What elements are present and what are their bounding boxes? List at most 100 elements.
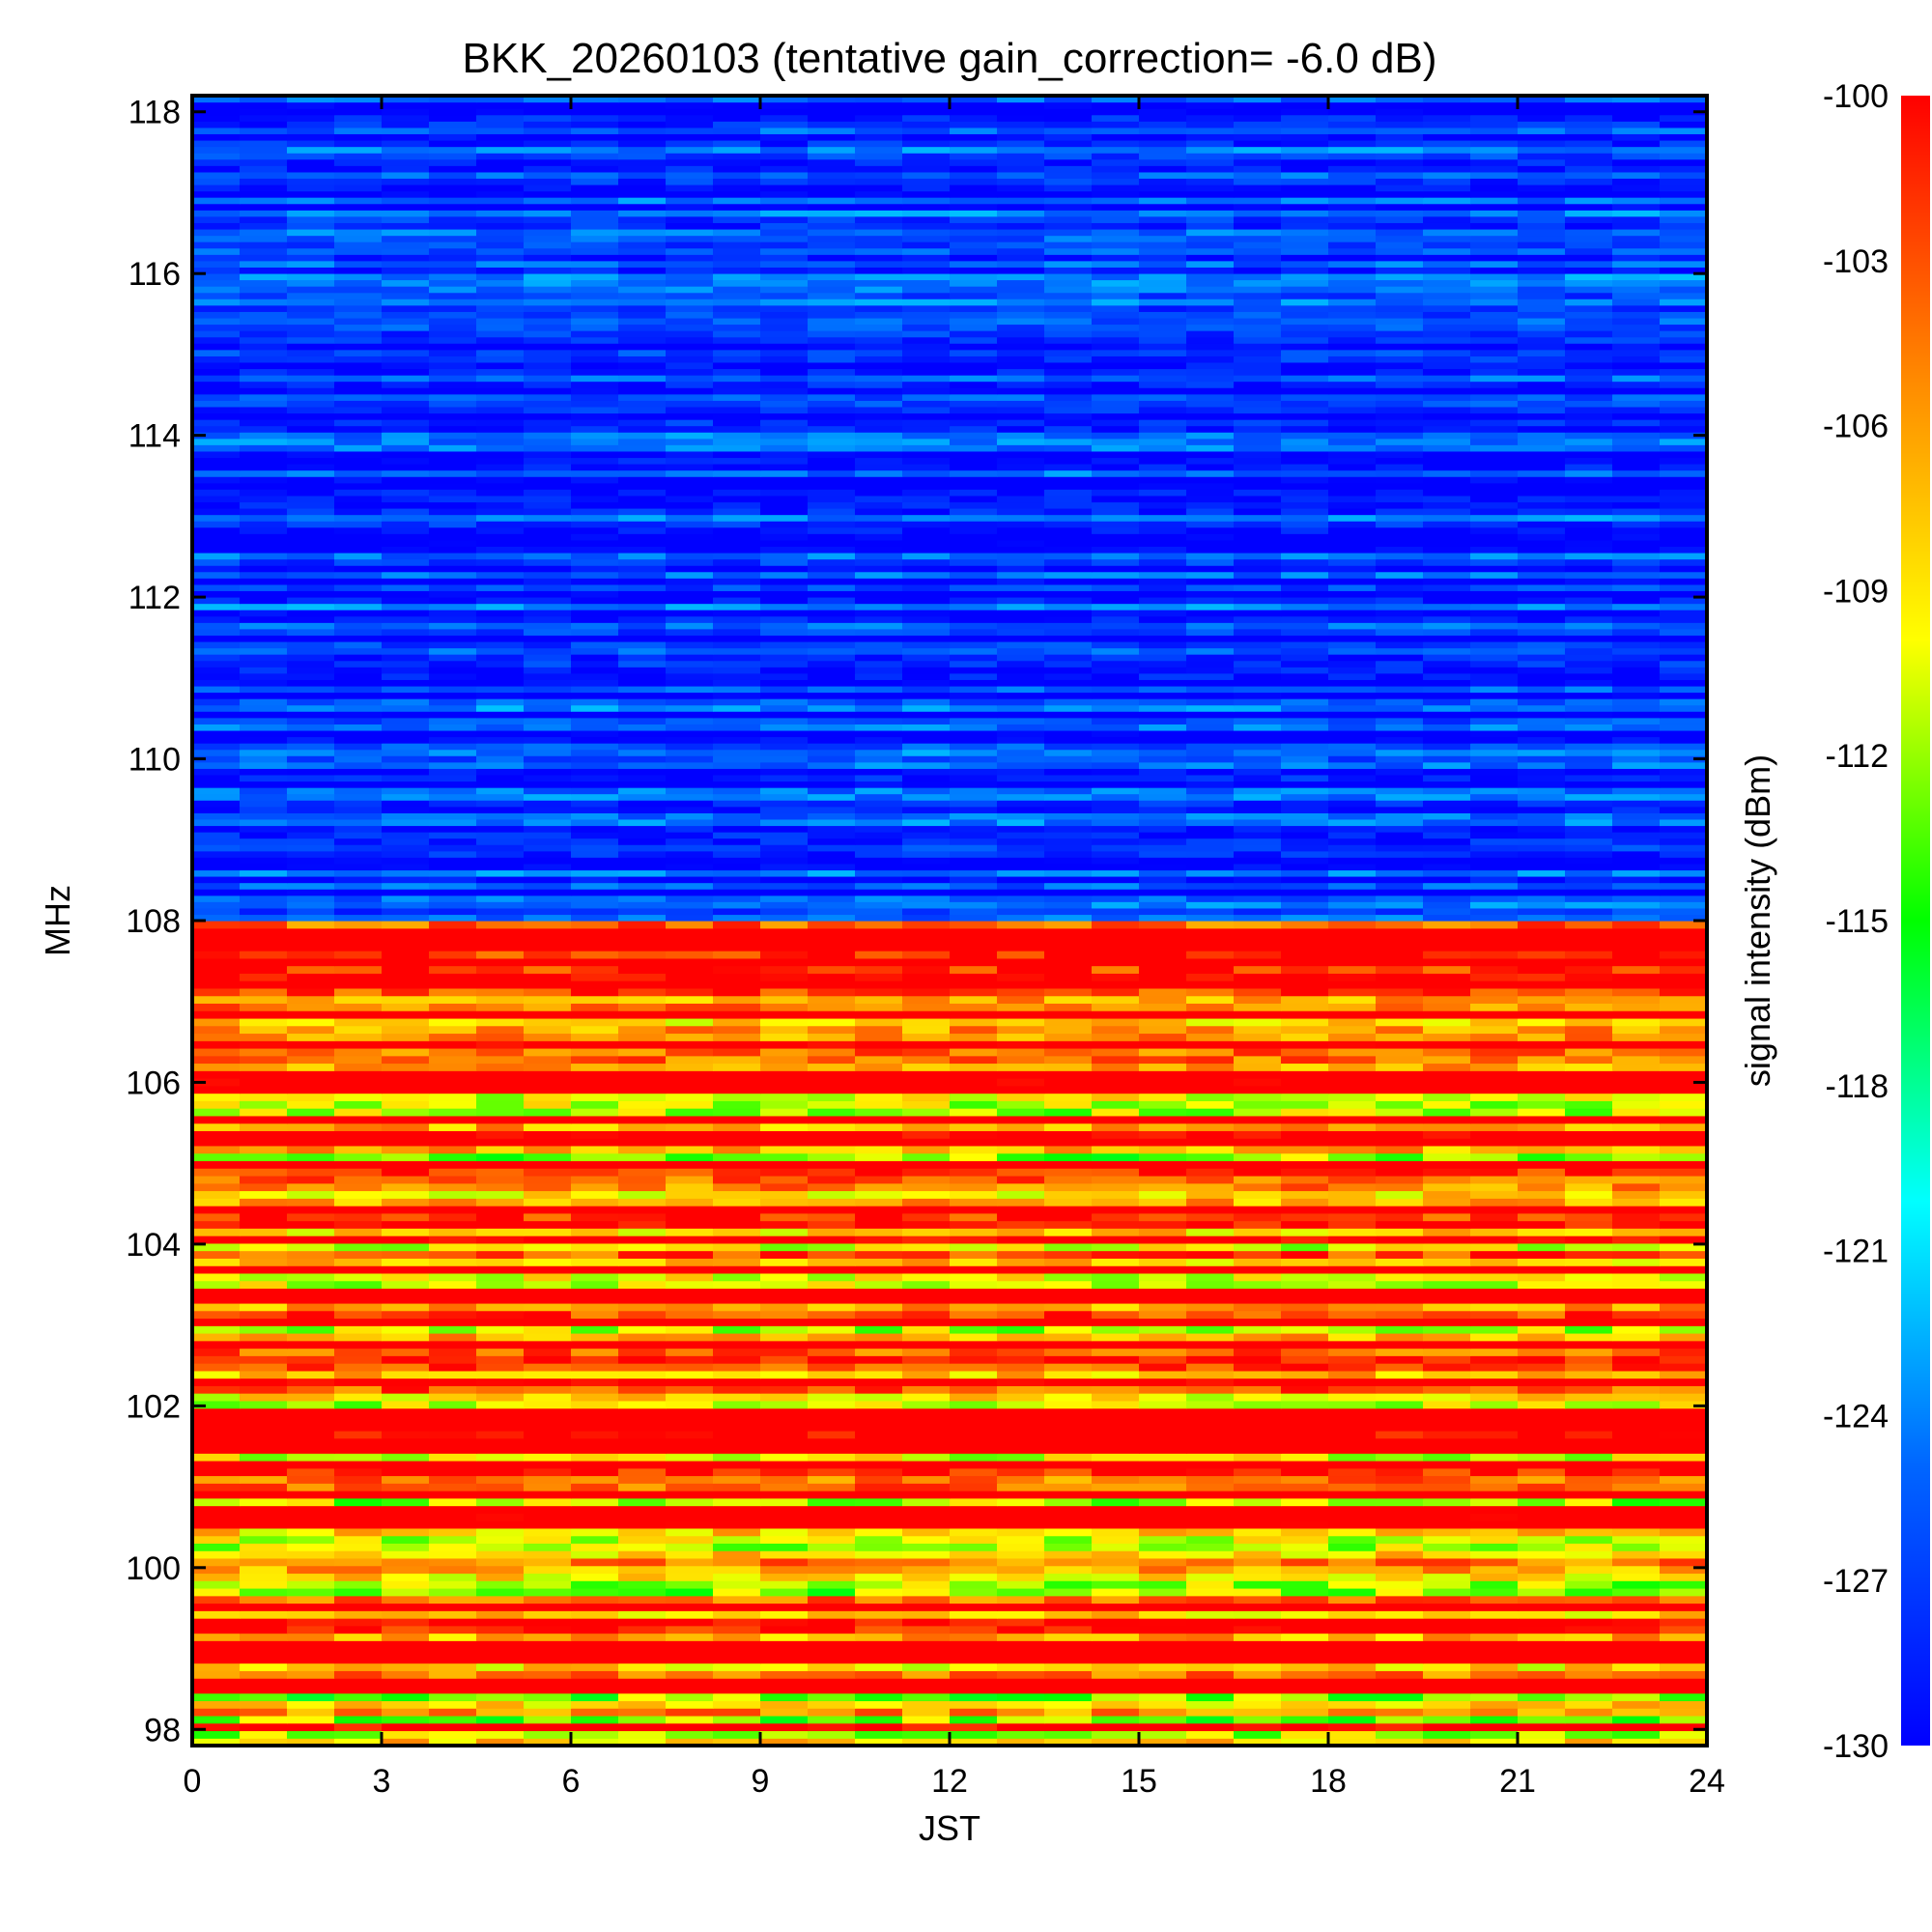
- heatmap-cell: [1139, 921, 1187, 929]
- heatmap-cell: [1092, 1557, 1140, 1567]
- heatmap-cell: [1376, 1550, 1424, 1559]
- heatmap-cell: [192, 724, 241, 731]
- heatmap-cell: [1281, 755, 1329, 763]
- heatmap-cell: [1565, 850, 1613, 858]
- heatmap-cell: [524, 1340, 572, 1350]
- heatmap-cell: [429, 1055, 477, 1065]
- heatmap-cell: [192, 1467, 241, 1477]
- heatmap-cell: [476, 1265, 525, 1274]
- heatmap-cell: [571, 889, 619, 896]
- heatmap-cell: [1423, 980, 1471, 989]
- heatmap-cell: [1139, 1730, 1187, 1739]
- heatmap-cell: [950, 980, 998, 989]
- heatmap-cell: [666, 1640, 714, 1649]
- heatmap-cell: [1423, 755, 1471, 763]
- heatmap-cell: [429, 635, 477, 642]
- heatmap-cell: [713, 1220, 761, 1229]
- heatmap-cell: [1518, 1497, 1566, 1507]
- heatmap-cell: [287, 907, 335, 916]
- heatmap-cell: [950, 1228, 998, 1236]
- heatmap-cell: [902, 1497, 951, 1507]
- heatmap-cell: [1092, 1152, 1140, 1162]
- heatmap-cell: [1518, 1738, 1566, 1746]
- heatmap-cell: [287, 1475, 335, 1484]
- heatmap-cell: [997, 1467, 1045, 1477]
- heatmap-cell: [1660, 711, 1707, 719]
- heatmap-cell: [240, 1633, 288, 1641]
- heatmap-cell: [382, 698, 430, 706]
- heatmap-cell: [950, 1138, 998, 1147]
- heatmap-cell: [902, 965, 951, 974]
- heatmap-cell: [1328, 1265, 1377, 1274]
- heatmap-cell: [382, 1625, 430, 1634]
- heatmap-cell: [1234, 901, 1282, 909]
- heatmap-cell: [713, 1722, 761, 1732]
- heatmap-cell: [618, 698, 667, 706]
- heatmap-cell: [334, 1355, 383, 1364]
- heatmap-cell: [1518, 672, 1566, 680]
- heatmap-cell: [382, 812, 430, 820]
- heatmap-cell: [571, 1685, 619, 1694]
- heatmap-cell: [1612, 1017, 1661, 1027]
- heatmap-cell: [1660, 654, 1707, 662]
- heatmap-cell: [1518, 692, 1566, 699]
- heatmap-cell: [666, 857, 714, 865]
- heatmap-cell: [1328, 1340, 1377, 1350]
- heatmap-cell: [1660, 1715, 1707, 1724]
- heatmap-cell: [997, 921, 1045, 929]
- heatmap-cell: [1612, 1190, 1661, 1199]
- heatmap-cell: [192, 1497, 241, 1507]
- heatmap-cell: [192, 1535, 241, 1544]
- heatmap-cell: [1660, 628, 1707, 636]
- heatmap-cell: [1092, 1355, 1140, 1364]
- heatmap-cell: [1423, 749, 1471, 756]
- heatmap-cell: [382, 1070, 430, 1079]
- heatmap-cell: [1092, 1108, 1140, 1117]
- heatmap-cell: [1376, 1513, 1424, 1521]
- heatmap-cell: [808, 869, 856, 877]
- heatmap-cell: [524, 927, 572, 937]
- heatmap-cell: [1376, 1265, 1424, 1274]
- heatmap-cell: [1139, 679, 1187, 687]
- heatmap-cell: [1565, 1437, 1613, 1447]
- heatmap-cell: [1281, 1108, 1329, 1117]
- heatmap-cell: [287, 660, 335, 668]
- heatmap-cell: [1423, 1610, 1471, 1619]
- heatmap-cell: [1139, 641, 1187, 649]
- heatmap-cell: [1660, 1168, 1707, 1177]
- heatmap-cell: [1281, 1168, 1329, 1177]
- heatmap-cell: [1328, 729, 1377, 738]
- heatmap-cell: [950, 850, 998, 858]
- heatmap-cell: [1139, 1048, 1187, 1057]
- heatmap-cell: [1281, 1363, 1329, 1372]
- heatmap-cell: [476, 889, 525, 896]
- heatmap-cell: [902, 685, 951, 694]
- heatmap-cell: [1518, 1250, 1566, 1259]
- heatmap-cell: [808, 692, 856, 699]
- heatmap-cell: [1376, 1573, 1424, 1581]
- heatmap-cell: [997, 1115, 1045, 1124]
- heatmap-cell: [1234, 832, 1282, 839]
- heatmap-cell: [713, 1025, 761, 1035]
- heatmap-cell: [240, 622, 288, 630]
- heatmap-cell: [524, 672, 572, 680]
- heatmap-cell: [1139, 787, 1187, 795]
- heatmap-cell: [808, 1722, 856, 1732]
- heatmap-cell: [1234, 1206, 1282, 1214]
- heatmap-cell: [1328, 1580, 1377, 1589]
- heatmap-cell: [618, 1595, 667, 1605]
- heatmap-cell: [618, 1483, 667, 1492]
- heatmap-cell: [902, 660, 951, 668]
- heatmap-cell: [666, 1557, 714, 1567]
- heatmap-cell: [1234, 660, 1282, 668]
- heatmap-cell: [287, 882, 335, 890]
- heatmap-cell: [192, 844, 241, 852]
- heatmap-cell: [902, 1100, 951, 1109]
- heatmap-cell: [1376, 1423, 1424, 1432]
- heatmap-cell: [855, 1033, 903, 1041]
- heatmap-cell: [524, 1535, 572, 1544]
- heatmap-cell: [524, 1423, 572, 1432]
- heatmap-cell: [1518, 1310, 1566, 1320]
- heatmap-cell: [902, 1145, 951, 1154]
- heatmap-cell: [1044, 729, 1093, 738]
